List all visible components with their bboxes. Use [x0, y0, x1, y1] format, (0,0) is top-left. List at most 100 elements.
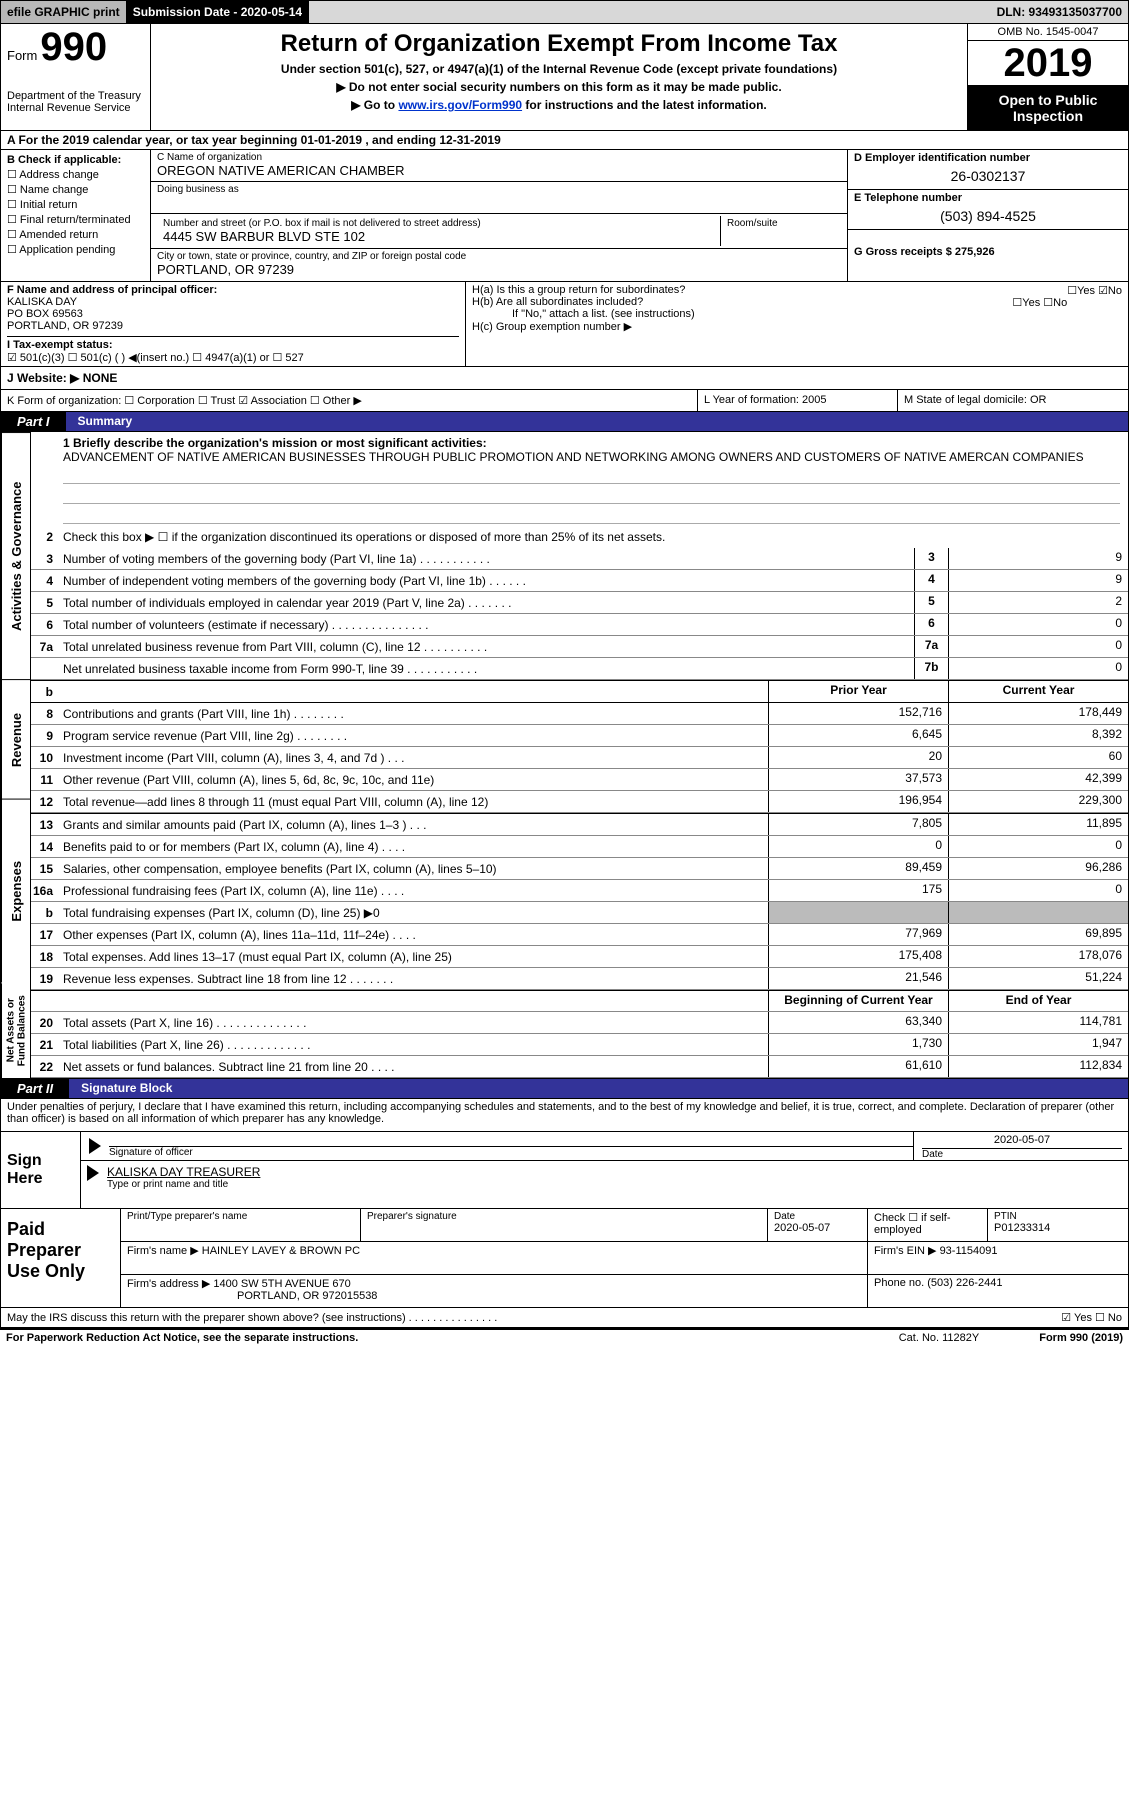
street-label: Number and street (or P.O. box if mail i…	[163, 218, 714, 229]
street-row: Number and street (or P.O. box if mail i…	[151, 214, 847, 249]
gross-receipts: G Gross receipts $ 275,926	[848, 230, 1128, 270]
sign-date-label: Date	[922, 1148, 1122, 1160]
prep-row-3: Firm's address ▶ 1400 SW 5TH AVENUE 670 …	[121, 1275, 1128, 1307]
row-prior	[768, 902, 948, 923]
chk-name-change[interactable]: ☐ Name change	[7, 183, 144, 196]
form-of-org[interactable]: K Form of organization: ☐ Corporation ☐ …	[1, 390, 698, 411]
line2-desc: Check this box ▶ ☐ if the organization d…	[59, 528, 1128, 546]
line2-num: 2	[31, 530, 59, 544]
hb-answer[interactable]: ☐Yes ☐No	[1012, 296, 1067, 309]
dln-label: DLN: 93493135037700	[991, 1, 1128, 23]
line2-row: 2 Check this box ▶ ☐ if the organization…	[31, 526, 1128, 548]
ptin-label: PTIN	[994, 1211, 1122, 1222]
firm-addr-label: Firm's address ▶	[127, 1278, 210, 1290]
signature-field[interactable]: Signature of officer	[109, 1132, 914, 1160]
row-current: 60	[948, 747, 1128, 768]
form-id-block: Form 990 Department of the Treasury Inte…	[1, 24, 151, 130]
firm-name-label: Firm's name ▶	[127, 1245, 199, 1257]
row-value: 9	[948, 548, 1128, 569]
chk-initial-return[interactable]: ☐ Initial return	[7, 198, 144, 211]
row-box: 5	[914, 592, 948, 613]
row-num: 6	[31, 618, 59, 632]
row-num: 4	[31, 574, 59, 588]
klm-row: K Form of organization: ☐ Corporation ☐ …	[0, 390, 1129, 412]
i-options[interactable]: ☑ 501(c)(3) ☐ 501(c) ( ) ◀(insert no.) ☐…	[7, 352, 304, 364]
form990-link[interactable]: www.irs.gov/Form990	[398, 98, 522, 112]
preparer-body: Print/Type preparer's name Preparer's si…	[121, 1209, 1128, 1307]
submission-date: Submission Date - 2020-05-14	[127, 1, 309, 23]
chk-address-change[interactable]: ☐ Address change	[7, 168, 144, 181]
org-name-row: C Name of organization OREGON NATIVE AME…	[151, 150, 847, 182]
row-num: 21	[31, 1038, 59, 1052]
row-desc: Net assets or fund balances. Subtract li…	[59, 1058, 768, 1076]
table-row: 21Total liabilities (Part X, line 26) . …	[31, 1034, 1128, 1056]
table-row: 11Other revenue (Part VIII, column (A), …	[31, 769, 1128, 791]
tel-label: E Telephone number	[854, 192, 1122, 204]
row-num: 20	[31, 1016, 59, 1030]
table-row: bTotal fundraising expenses (Part IX, co…	[31, 902, 1128, 924]
hb-label: H(b) Are all subordinates included?	[472, 296, 643, 308]
irs-discuss-answer[interactable]: ☑ Yes ☐ No	[1061, 1311, 1122, 1324]
prep-selfemployed[interactable]: Check ☐ if self-employed	[868, 1209, 988, 1241]
row-num: 13	[31, 818, 59, 832]
table-row: 18Total expenses. Add lines 13–17 (must …	[31, 946, 1128, 968]
rev-hdr-desc	[59, 690, 768, 694]
rev-hdr-num: b	[31, 685, 59, 699]
ein-value: 26-0302137	[854, 168, 1122, 184]
table-row: 14Benefits paid to or for members (Part …	[31, 836, 1128, 858]
chk-application-pending[interactable]: ☐ Application pending	[7, 243, 144, 256]
row-value: 2	[948, 592, 1128, 613]
mission-label: 1 Briefly describe the organization's mi…	[63, 436, 1120, 450]
row-box: 4	[914, 570, 948, 591]
preparer-label: Paid Preparer Use Only	[1, 1209, 121, 1307]
table-row: 9Program service revenue (Part VIII, lin…	[31, 725, 1128, 747]
org-name-label: C Name of organization	[157, 152, 841, 163]
mission-block: 1 Briefly describe the organization's mi…	[31, 432, 1128, 526]
form-word: Form	[7, 48, 37, 63]
ha-answer[interactable]: ☐Yes ☑No	[1067, 284, 1122, 297]
state-of-domicile: M State of legal domicile: OR	[898, 390, 1128, 411]
row-box: 3	[914, 548, 948, 569]
street-value: 4445 SW BARBUR BLVD STE 102	[163, 229, 714, 244]
expenses-label: Expenses	[1, 799, 31, 983]
row-prior: 37,573	[768, 769, 948, 790]
row-current: 1,947	[948, 1034, 1128, 1055]
row-num: 7a	[31, 640, 59, 654]
omb-number: OMB No. 1545-0047	[968, 24, 1128, 41]
part1-content: 1 Briefly describe the organization's mi…	[31, 432, 1128, 1078]
chk-final-return[interactable]: ☐ Final return/terminated	[7, 213, 144, 226]
row-desc: Net unrelated business taxable income fr…	[59, 660, 914, 678]
chk-amended-return[interactable]: ☐ Amended return	[7, 228, 144, 241]
efile-print-button[interactable]: efile GRAPHIC print	[1, 1, 127, 23]
row-value: 0	[948, 614, 1128, 635]
signer-name-label: Type or print name and title	[107, 1179, 260, 1190]
firm-ein-label: Firm's EIN ▶	[874, 1245, 937, 1257]
i-row: I Tax-exempt status: ☑ 501(c)(3) ☐ 501(c…	[7, 336, 459, 364]
row-prior: 63,340	[768, 1012, 948, 1033]
vertical-labels: Activities & Governance Revenue Expenses…	[1, 432, 31, 1078]
signature-row-2: KALISKA DAY TREASURER Type or print name…	[81, 1161, 1128, 1194]
row-desc: Contributions and grants (Part VIII, lin…	[59, 705, 768, 723]
row-desc: Other revenue (Part VIII, column (A), li…	[59, 771, 768, 789]
sign-date-value: 2020-05-07	[922, 1134, 1122, 1148]
mission-value: ADVANCEMENT OF NATIVE AMERICAN BUSINESSE…	[63, 450, 1120, 464]
irs-discuss-row: May the IRS discuss this return with the…	[0, 1308, 1129, 1328]
sign-arrow-icon	[89, 1138, 101, 1154]
instr-line-2: ▶ Go to www.irs.gov/Form990 for instruct…	[161, 98, 957, 112]
row-current: 0	[948, 880, 1128, 901]
city-row: City or town, state or province, country…	[151, 249, 847, 281]
signature-date-field: 2020-05-07 Date	[922, 1134, 1122, 1160]
dba-label: Doing business as	[157, 184, 841, 195]
hc-row: H(c) Group exemption number ▶	[472, 320, 1122, 333]
row-num: 8	[31, 707, 59, 721]
row-desc: Professional fundraising fees (Part IX, …	[59, 882, 768, 900]
row-value: 0	[948, 636, 1128, 657]
tel-value: (503) 894-4525	[854, 208, 1122, 224]
row-prior: 1,730	[768, 1034, 948, 1055]
firm-name-value: HAINLEY LAVEY & BROWN PC	[202, 1245, 360, 1257]
department-label: Department of the Treasury Internal Reve…	[7, 90, 144, 114]
top-bar: efile GRAPHIC print Submission Date - 20…	[0, 0, 1129, 24]
sign-block: Sign Here Signature of officer 2020-05-0…	[0, 1132, 1129, 1209]
row-desc: Total number of volunteers (estimate if …	[59, 616, 914, 634]
row-num: 17	[31, 928, 59, 942]
